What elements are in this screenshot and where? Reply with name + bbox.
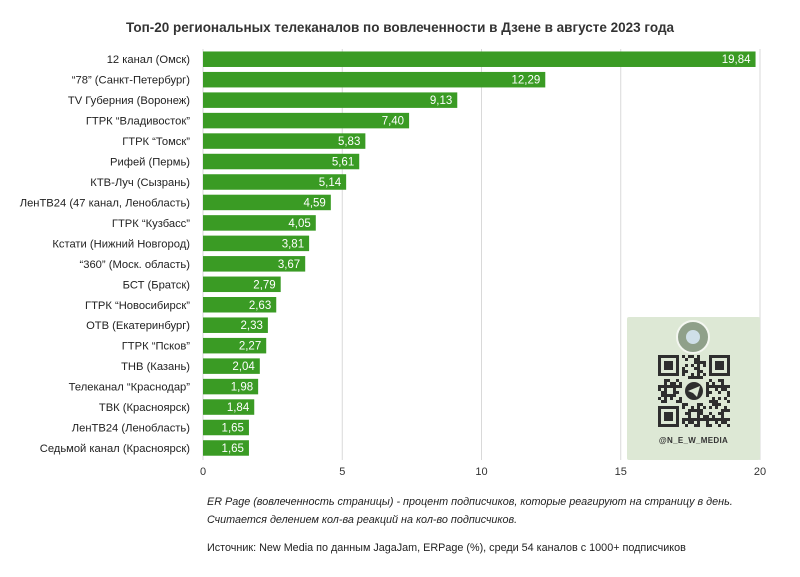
category-label: ГТРК “Владивосток” [86,116,190,128]
category-label: 12 канал (Омск) [107,54,191,66]
data-label: 1,65 [222,443,244,455]
data-label: 5,83 [338,136,360,148]
bar-chart: 12 канал (Омск) “78” (Санкт-Петербург) TV … [20,49,766,478]
data-label: 2,04 [232,361,255,373]
value-labels: 19,84 12,29 9,13 7,40 5,83 5,61 5,14 4,59 4,05 3,… [222,54,752,455]
chart-title: Топ-20 региональных телеканалов по вовле… [125,20,675,35]
category-label: ОТВ (Екатеринбург) [86,320,190,332]
data-label: 12,29 [511,75,540,87]
qr-handle: @N_E_W_MEDIA [658,436,729,445]
qr-code[interactable] [658,355,730,427]
category-label: БСТ (Братск) [123,279,191,291]
data-label: 5,14 [319,177,342,189]
data-label: 4,05 [288,218,310,230]
category-label: ГТРК “Новосибирск” [85,300,190,312]
category-label: TV Губерния (Воронеж) [68,95,190,107]
bar [203,317,268,333]
data-label: 4,59 [303,197,325,209]
data-label: 3,81 [282,238,304,250]
x-tick-label: 10 [475,466,487,478]
bar [203,133,366,149]
data-label: 1,98 [231,382,253,394]
category-label: Седьмой канал (Красноярск) [40,443,191,455]
bar [203,440,249,456]
data-label: 3,67 [278,259,300,271]
category-label: КТВ-Луч (Сызрань) [90,177,190,189]
data-label: 19,84 [722,54,751,66]
x-tick-label: 20 [754,466,766,478]
bar [203,419,249,436]
bar [203,399,255,415]
x-axis-ticks: 0 5 10 15 20 [200,466,766,478]
x-tick-label: 0 [200,466,206,478]
category-label: ГТРК “Кузбасс” [112,218,190,230]
category-label: Рифей (Пермь) [110,157,190,169]
note-text: ER Page (вовлеченность страницы) - проце… [207,496,733,526]
data-label: 1,65 [222,423,244,435]
data-label: 1,84 [227,402,250,414]
category-label: Кстати (Нижний Новгород) [52,238,190,250]
bar [203,337,267,354]
category-label: “78” (Санкт-Петербург) [72,75,190,87]
x-tick-label: 15 [615,466,627,478]
bar [203,378,259,395]
bar [203,297,277,313]
category-labels: 12 канал (Омск) “78” (Санкт-Петербург) TV … [20,54,191,455]
bar [203,194,331,211]
category-label: Телеканал “Краснодар” [69,382,191,394]
data-label: 2,33 [240,320,262,332]
bar [203,153,360,170]
data-label: 2,27 [239,341,261,353]
bar [203,92,458,108]
bar [203,256,306,272]
bar [203,71,546,88]
source-text: Источник: New Media по данным JagaJam, E… [207,542,686,554]
qr-card[interactable]: @N_E_W_MEDIA [627,317,760,460]
bar [203,174,347,190]
channel-logo-icon [676,320,710,354]
data-label: 2,63 [249,300,271,312]
bar [203,51,756,67]
category-label: ЛенТВ24 (Ленобласть) [72,423,190,435]
telegram-icon [685,382,703,400]
category-label: ГТРК “Псков” [122,341,191,353]
category-label: “360” (Моск. область) [80,259,191,271]
bar [203,276,281,293]
bar [203,215,316,231]
category-label: ТВК (Красноярск) [99,402,190,414]
bar [203,112,410,129]
data-label: 2,79 [253,279,275,291]
x-tick-label: 5 [339,466,345,478]
bar [203,235,310,252]
data-label: 7,40 [382,116,404,128]
category-label: ГТРК “Томск” [122,136,190,148]
category-label: ТНВ (Казань) [121,361,190,373]
category-label: ЛенТВ24 (47 канал, Ленобласть) [20,197,191,209]
bar [203,358,260,374]
data-label: 9,13 [430,95,452,107]
data-label: 5,61 [332,157,354,169]
bars [203,51,756,456]
